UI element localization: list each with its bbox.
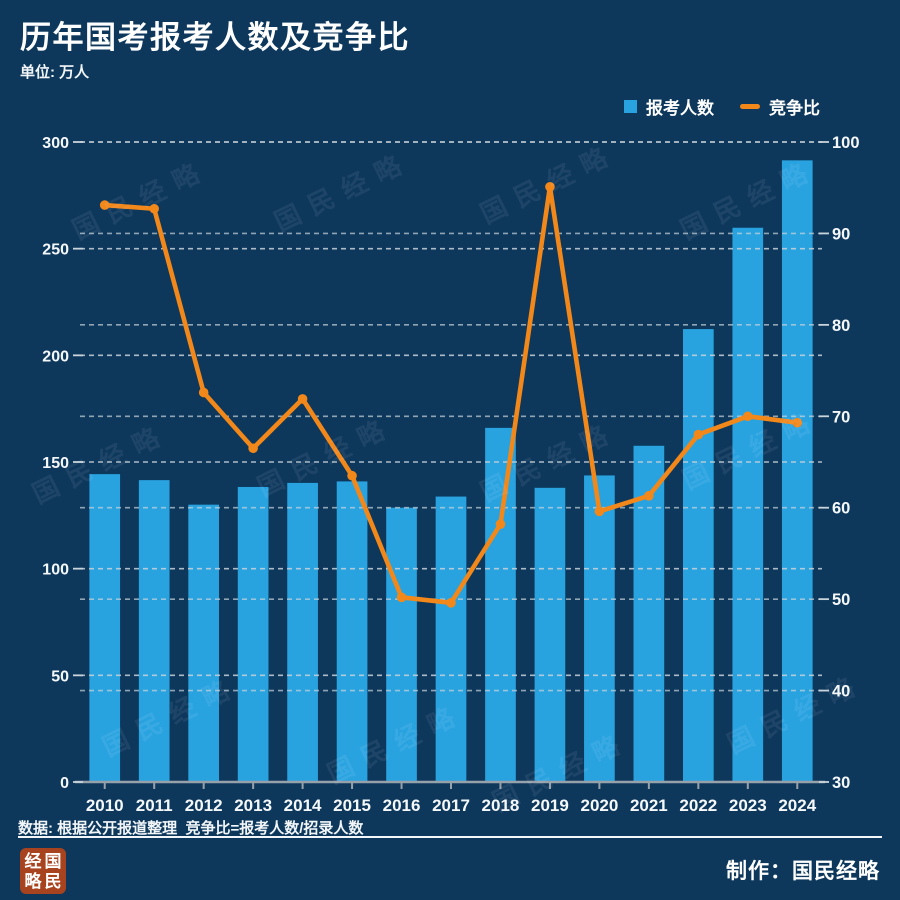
chart-title: 历年国考报考人数及竞争比 (20, 20, 410, 55)
x-axis-label: 2023 (729, 796, 767, 815)
ratio-point-2011 (149, 203, 159, 214)
x-axis-label: 2020 (580, 796, 618, 815)
line-swatch-icon (740, 104, 760, 109)
ratio-point-2010 (99, 200, 110, 210)
ratio-point-2017 (446, 598, 456, 608)
bar-2018 (485, 427, 516, 782)
x-axis-label: 2016 (383, 796, 421, 815)
legend-label-applicants: 报考人数 (646, 99, 714, 118)
ratio-point-2018 (495, 519, 506, 529)
x-axis-label: 2017 (432, 796, 470, 815)
x-axis-label: 2010 (86, 796, 124, 815)
y-left-label: 250 (42, 242, 69, 259)
y-left-label: 50 (51, 668, 69, 685)
ratio-point-2023 (743, 411, 753, 422)
x-axis-label: 2018 (482, 796, 520, 815)
ratio-point-2022 (693, 429, 704, 440)
bar-2021 (633, 445, 665, 782)
y-left-label: 200 (42, 348, 69, 365)
y-right-label: 30 (832, 774, 850, 792)
x-axis-label: 2022 (679, 796, 717, 815)
bar-2013 (237, 486, 269, 782)
y-left-label: 300 (42, 135, 69, 152)
brand-seal: 经 国 略 民 (20, 848, 66, 894)
ratio-point-2014 (297, 394, 308, 404)
bar-2023 (732, 227, 764, 782)
bar-swatch-icon (624, 100, 637, 113)
unit-label: 单位: 万人 (20, 64, 90, 81)
x-axis-label: 2011 (136, 796, 173, 815)
ratio-point-2012 (198, 387, 209, 398)
bar-2019 (534, 487, 566, 782)
bar-2015 (336, 481, 368, 782)
x-axis-label: 2013 (234, 796, 272, 815)
x-axis-label: 2012 (185, 796, 223, 815)
y-left-label: 0 (60, 775, 69, 792)
x-axis-label: 2021 (630, 796, 668, 815)
ratio-point-2019 (545, 182, 555, 192)
bar-2014 (287, 482, 318, 782)
y-left-label: 100 (42, 562, 69, 579)
bar-2017 (435, 496, 467, 782)
x-axis-label: 2015 (333, 796, 371, 815)
ratio-point-2021 (644, 491, 654, 501)
bar-2016 (386, 507, 417, 782)
ratio-point-2016 (396, 592, 407, 603)
ratio-point-2024 (792, 417, 803, 428)
bar-2012 (188, 504, 220, 782)
ratio-point-2020 (594, 506, 605, 517)
divider-line (18, 836, 882, 838)
y-right-label: 50 (832, 591, 850, 609)
bar-2010 (89, 474, 121, 782)
bar-2022 (682, 329, 714, 782)
x-axis-label: 2019 (531, 796, 569, 815)
legend: 报考人数 竞争比 (624, 94, 820, 119)
bar-2024 (781, 160, 813, 782)
legend-label-ratio: 竞争比 (769, 99, 820, 118)
y-right-label: 70 (832, 408, 850, 426)
y-right-label: 100 (832, 134, 860, 152)
y-left-label: 150 (42, 455, 69, 472)
x-axis-label: 2014 (284, 796, 322, 815)
y-right-label: 80 (832, 317, 850, 335)
seal-char: 略 (24, 871, 42, 891)
bar-2011 (138, 480, 170, 782)
ratio-point-2015 (347, 470, 357, 481)
ratio-point-2013 (248, 443, 258, 454)
seal-char: 国 (44, 851, 62, 871)
seal-char: 民 (44, 871, 62, 891)
y-right-label: 60 (832, 500, 850, 518)
credit: 制作：国民经略 (726, 860, 880, 883)
bar-2020 (584, 475, 615, 782)
seal-char: 经 (24, 851, 42, 871)
legend-item-ratio: 竞争比 (740, 94, 820, 119)
x-axis-label: 2024 (778, 796, 816, 815)
source-note: 数据: 根据公开报道整理 竞争比=报考人数/招录人数 (18, 820, 364, 837)
y-right-label: 40 (832, 683, 850, 701)
legend-item-applicants: 报考人数 (624, 94, 714, 119)
y-right-label: 90 (832, 225, 850, 243)
